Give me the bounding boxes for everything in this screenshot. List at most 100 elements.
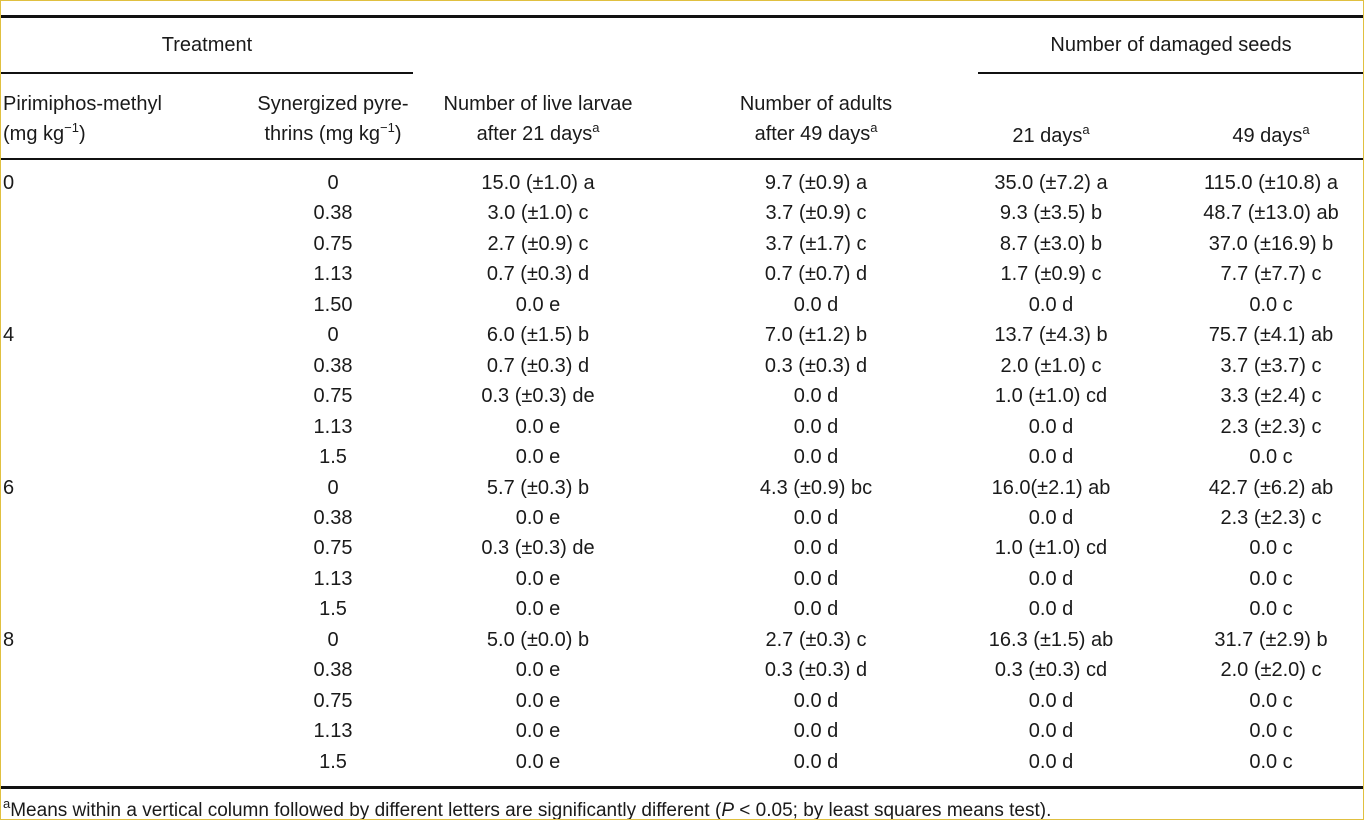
table-cell: 0 [327, 476, 339, 499]
table-cell: 0.0 d [1028, 446, 1074, 469]
table-cell: 5.0 (±0.0) b [486, 628, 590, 651]
table-cell: 16.0(±2.1) ab [991, 476, 1111, 499]
header-line: 21 days [1012, 125, 1083, 147]
table-cell: 2.3 (±2.3) c [1220, 506, 1322, 529]
table-cell: 42.7 (±6.2) ab [1208, 476, 1334, 499]
dose-cell: 4 [3, 324, 15, 347]
table-cell: 2.0 (±1.0) c [1000, 354, 1102, 377]
table-cell: 15.0 (±1.0) a [481, 172, 595, 194]
table-cell: 0.0 e [515, 598, 561, 621]
table-cell: 75.7 (±4.1) ab [1208, 324, 1334, 347]
table-cell: 0.0 d [793, 293, 839, 316]
table-cell: 0.0 d [793, 415, 839, 438]
table-cell: 1.13 [313, 720, 353, 743]
column-header: 21 daysa [1012, 121, 1089, 151]
table-cell: 0.0 d [1028, 506, 1074, 529]
table-cell: 2.7 (±0.3) c [765, 628, 867, 651]
table-cell: 0.0 e [515, 659, 561, 682]
table-cell: 0.38 [313, 659, 353, 682]
table-cell: 0 [327, 172, 339, 194]
table-cell: 0.3 (±0.3) cd [994, 659, 1108, 682]
header-line: 49 days [1232, 125, 1303, 147]
header-rule [1, 158, 1363, 160]
header-line: Pirimiphos-methyl [3, 93, 162, 115]
header-line: thrins (mg kg [264, 123, 381, 145]
column-header: Number of live larvae after 21 daysa [444, 89, 633, 149]
table-cell: 37.0 (±16.9) b [1208, 232, 1334, 255]
group-rule [1, 72, 413, 74]
dose-cell: 0 [3, 172, 15, 194]
group-header: Number of damaged seeds [1050, 34, 1292, 56]
table-cell: 0.0 d [793, 506, 839, 529]
table-cell: 3.7 (±0.9) c [765, 202, 867, 225]
table-cell: 3.7 (±3.7) c [1220, 354, 1322, 377]
table-cell: 0.38 [313, 506, 353, 529]
table-cell: 2.7 (±0.9) c [487, 232, 589, 255]
table-cell: 0.75 [313, 232, 353, 255]
header-sup: a [870, 120, 878, 135]
dose-cell: 8 [3, 628, 15, 651]
header-line: ) [78, 123, 86, 145]
table-cell: 3.0 (±1.0) c [487, 202, 589, 225]
table-cell: 0.3 (±0.3) de [481, 385, 595, 408]
table-cell: 1.7 (±0.9) c [1000, 263, 1102, 286]
table-cell: 1.0 (±1.0) cd [994, 385, 1108, 408]
table-cell: 8.7 (±3.0) b [999, 232, 1103, 255]
table-cell: 1.5 [319, 598, 347, 621]
table-cell: 0.0 d [793, 446, 839, 469]
table-cell: 0.7 (±0.3) d [486, 354, 590, 377]
table-cell: 7.0 (±1.2) b [764, 324, 868, 347]
group-header: Treatment [161, 34, 253, 56]
table-cell: 7.7 (±7.7) c [1220, 263, 1322, 286]
table-cell: 0.0 c [1249, 446, 1293, 469]
column-header: Pirimiphos-methyl (mg kg−1) [3, 89, 162, 149]
bottom-rule [1, 786, 1363, 789]
table-cell: 0.0 c [1249, 689, 1293, 712]
table-cell: 0.0 d [1028, 689, 1074, 712]
table-cell: 0.0 d [793, 720, 839, 743]
header-line: ) [394, 123, 402, 145]
table-cell: 0.7 (±0.3) d [486, 263, 590, 286]
header-line: (mg kg [3, 123, 65, 145]
footnote-text: < 0.05; by least squares means test). [734, 800, 1052, 820]
top-rule [1, 15, 1363, 18]
table-cell: 115.0 (±10.8) a [1203, 172, 1339, 194]
table-cell: 9.3 (±3.5) b [999, 202, 1103, 225]
table-cell: 0.7 (±0.7) d [764, 263, 868, 286]
table-cell: 0.38 [313, 354, 353, 377]
table-cell: 0.0 e [515, 506, 561, 529]
table-cell: 1.50 [313, 293, 353, 316]
table-cell: 0 [327, 628, 339, 651]
table-cell: 0.75 [313, 689, 353, 712]
table-cell: 13.7 (±4.3) b [994, 324, 1108, 347]
table-cell: 3.7 (±1.7) c [765, 232, 867, 255]
table-cell: 0.0 c [1249, 750, 1293, 773]
table-cell: 0.0 d [1028, 415, 1074, 438]
table-cell: 0.75 [313, 385, 353, 408]
table-cell: 2.0 (±2.0) c [1220, 659, 1322, 682]
table-cell: 0.0 d [793, 567, 839, 590]
table-cell: 0.0 d [793, 385, 839, 408]
table-cell: 0.0 c [1249, 537, 1293, 560]
header-sup: a [592, 120, 600, 135]
table-cell: 0.0 d [1028, 598, 1074, 621]
header-sup: −1 [64, 120, 79, 135]
table-cell: 0.0 e [515, 567, 561, 590]
table-cell: 0 [327, 324, 339, 347]
table-cell: 1.5 [319, 446, 347, 469]
table-cell: 0.0 d [1028, 567, 1074, 590]
header-line: after 49 days [754, 123, 871, 145]
table-cell: 0.3 (±0.3) de [481, 537, 595, 560]
table-cell: 0.0 e [515, 293, 561, 316]
table-cell: 0.38 [313, 202, 353, 225]
footnote-mark: a [3, 796, 11, 811]
table-cell: 48.7 (±13.0) ab [1203, 202, 1339, 225]
table-cell: 0.3 (±0.3) d [764, 659, 868, 682]
table-cell: 16.3 (±1.5) ab [988, 628, 1114, 651]
table-cell: 0.0 c [1249, 720, 1293, 743]
table-cell: 0.0 e [515, 750, 561, 773]
table-cell: 0.0 d [1028, 750, 1074, 773]
table-cell: 0.0 d [793, 598, 839, 621]
